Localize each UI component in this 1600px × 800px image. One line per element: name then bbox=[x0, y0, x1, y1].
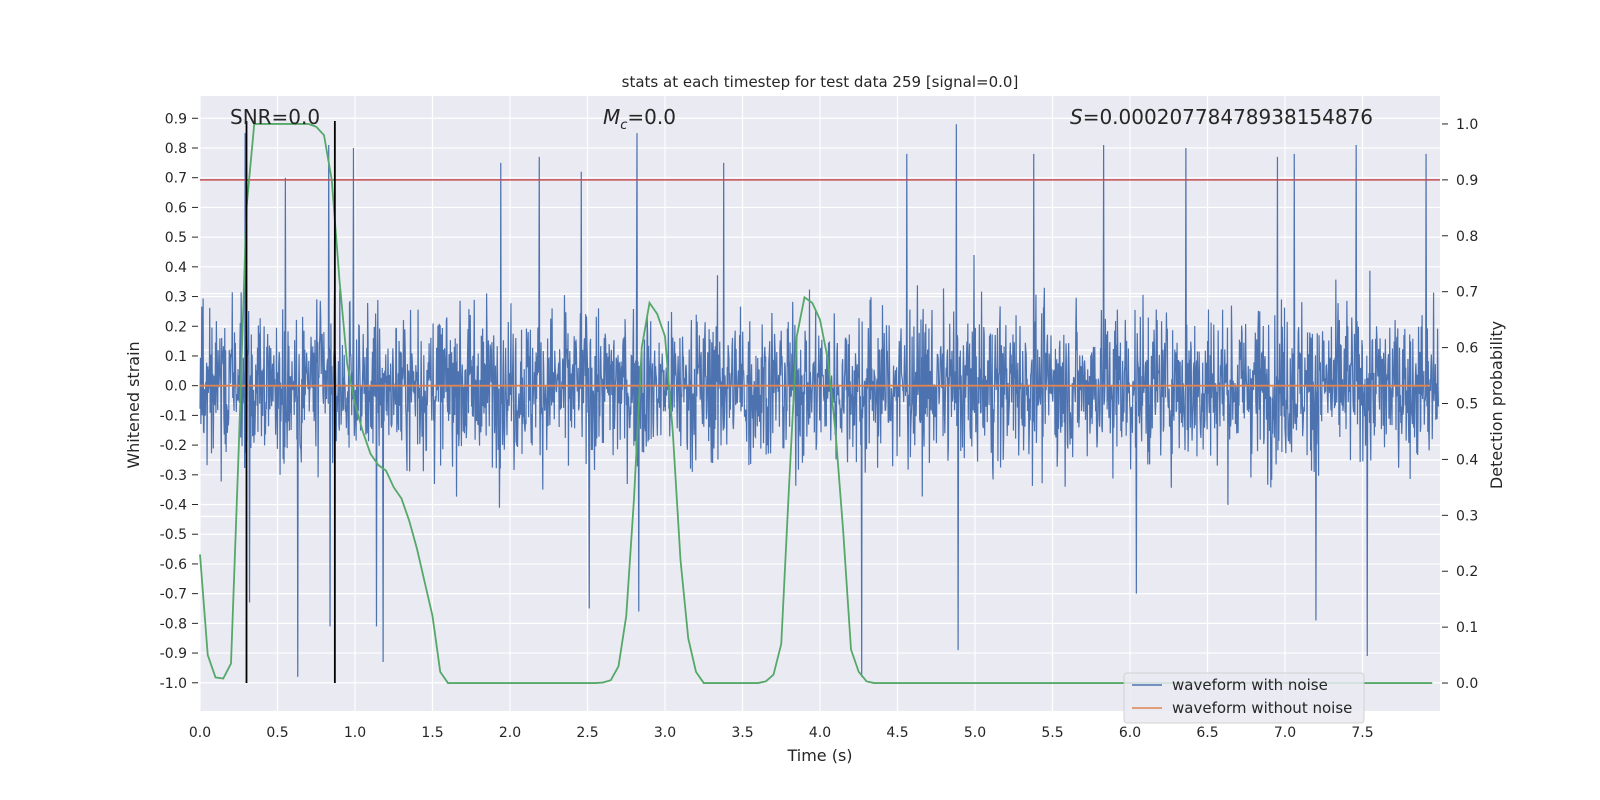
noise-trace bbox=[199, 124, 1440, 677]
right-y-tick-label: 0.3 bbox=[1456, 508, 1478, 524]
legend-box bbox=[1123, 672, 1365, 724]
x-axis-label: Time (s) bbox=[786, 746, 852, 765]
x-tick-label: 1.5 bbox=[421, 725, 443, 741]
left-y-tick-label: 0.6 bbox=[165, 200, 187, 216]
left-y-tick-label: -0.2 bbox=[160, 438, 187, 454]
x-tick-label: 6.0 bbox=[1119, 725, 1141, 741]
right-y-tick-label: 0.8 bbox=[1456, 229, 1478, 245]
left-y-tick-label: -1.0 bbox=[160, 676, 187, 692]
left-y-tick-label: 0.0 bbox=[165, 379, 187, 395]
x-tick-label: 2.5 bbox=[576, 725, 598, 741]
left-y-tick-label: 0.7 bbox=[165, 171, 187, 187]
x-tick-label: 5.0 bbox=[964, 725, 986, 741]
left-y-tick-label: -0.8 bbox=[160, 616, 187, 632]
vertical-marker-lines bbox=[245, 120, 336, 684]
left-y-tick-label: -0.9 bbox=[160, 646, 187, 662]
mc-value: =0.0 bbox=[627, 105, 676, 129]
left-y-tick-label: 0.3 bbox=[165, 290, 187, 306]
left-y-tick-label: 0.1 bbox=[165, 349, 187, 365]
legend: waveform with noise waveform without noi… bbox=[1123, 672, 1365, 724]
series-waveform-with-noise bbox=[199, 124, 1440, 677]
right-y-tick-label: 0.9 bbox=[1456, 173, 1478, 189]
mc-annotation: Mc=0.0 bbox=[603, 105, 676, 133]
left-y-tick-label: -0.7 bbox=[160, 587, 187, 603]
right-y-tick-label: 0.4 bbox=[1456, 452, 1478, 468]
x-axis-ticks: 0.0 0.5 1.0 1.5 2.0 2.5 3.0 3.5 4.0 4.5 5.0 5.5 6.0 6… bbox=[189, 725, 1374, 741]
left-y-tick-label: -0.4 bbox=[160, 498, 187, 514]
x-tick-label: 1.0 bbox=[344, 725, 366, 741]
s-annotation: S=0.00020778478938154876 bbox=[1070, 105, 1373, 129]
left-y-tick-label: 0.9 bbox=[165, 111, 187, 127]
mc-subscript: c bbox=[620, 118, 627, 133]
left-y-tick-label: -0.6 bbox=[160, 557, 187, 573]
x-tick-label: 4.5 bbox=[886, 725, 908, 741]
snr-annotation: SNR=0.0 bbox=[230, 105, 320, 129]
x-tick-label: 7.5 bbox=[1351, 725, 1373, 741]
left-y-tick-label: 0.8 bbox=[165, 141, 187, 157]
x-tick-label: 5.5 bbox=[1041, 725, 1063, 741]
legend-label-waveform-with-noise: waveform with noise bbox=[1172, 676, 1328, 694]
x-tick-label: 7.0 bbox=[1274, 725, 1296, 741]
series-detection-probability bbox=[199, 123, 1433, 684]
x-tick-label: 0.5 bbox=[266, 725, 288, 741]
x-tick-label: 0.0 bbox=[189, 725, 211, 741]
left-y-tick-label: 0.5 bbox=[165, 230, 187, 246]
x-tick-label: 3.5 bbox=[731, 725, 753, 741]
right-y-axis-ticks: 1.0 0.9 0.8 0.7 0.6 0.5 0.4 0.3 0.2 0.1 0.0 bbox=[1442, 117, 1478, 692]
x-tick-label: 4.0 bbox=[809, 725, 831, 741]
legend-label-waveform-without-noise: waveform without noise bbox=[1172, 699, 1352, 717]
right-y-tick-label: 0.0 bbox=[1456, 676, 1478, 692]
right-y-tick-label: 0.1 bbox=[1456, 620, 1478, 636]
right-y-tick-label: 0.6 bbox=[1456, 341, 1478, 357]
x-tick-label: 3.0 bbox=[654, 725, 676, 741]
right-y-tick-label: 0.7 bbox=[1456, 285, 1478, 301]
left-y-tick-label: -0.5 bbox=[160, 527, 187, 543]
right-y-tick-label: 0.2 bbox=[1456, 564, 1478, 580]
left-y-axis-label: Whitened strain bbox=[124, 341, 143, 468]
right-y-tick-label: 1.0 bbox=[1456, 117, 1478, 133]
left-y-tick-label: -0.3 bbox=[160, 468, 187, 484]
left-y-tick-label: -0.1 bbox=[160, 408, 187, 424]
mc-symbol: M bbox=[603, 105, 620, 129]
chart-title: stats at each timestep for test data 259… bbox=[622, 73, 1019, 91]
x-tick-label: 6.5 bbox=[1196, 725, 1218, 741]
right-y-axis-label: Detection probability bbox=[1487, 321, 1506, 489]
s-value: =0.00020778478938154876 bbox=[1083, 105, 1373, 129]
right-y-tick-label: 0.5 bbox=[1456, 397, 1478, 413]
probability-trace bbox=[199, 123, 1433, 684]
left-y-axis-ticks: 0.9 0.8 0.7 0.6 0.5 0.4 0.3 0.2 0.1 0.0 -0.1 -0.2 -0… bbox=[160, 111, 198, 692]
left-y-tick-label: 0.4 bbox=[165, 260, 187, 276]
left-y-tick-label: 0.2 bbox=[165, 319, 187, 335]
s-symbol: S bbox=[1070, 105, 1083, 129]
x-tick-label: 2.0 bbox=[499, 725, 521, 741]
